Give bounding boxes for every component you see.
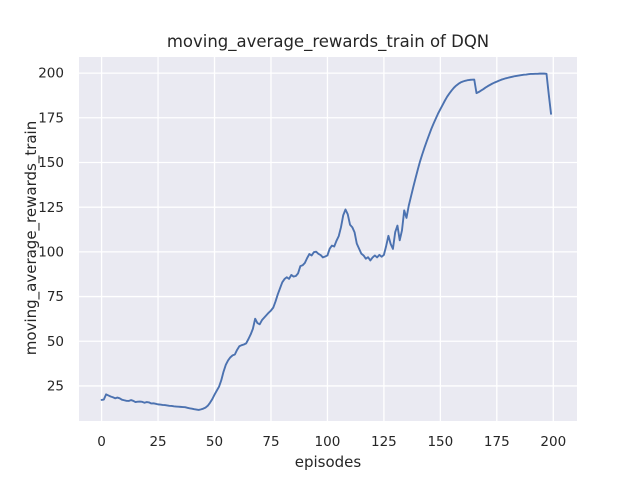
y-tick-label: 200 [38,66,64,82]
x-tick-label: 150 [427,434,453,450]
y-axis-label: moving_average_rewards_train [22,121,41,355]
x-tick-label: 125 [371,434,397,450]
y-tick-label: 100 [38,244,64,260]
x-tick-label: 50 [206,434,223,450]
x-tick-label: 25 [149,434,166,450]
y-tick-label: 150 [38,155,64,171]
y-tick-label: 75 [47,289,64,305]
y-tick-label: 175 [38,110,64,126]
x-tick-label: 0 [97,434,106,450]
x-axis-label: episodes [295,453,362,471]
chart-title: moving_average_rewards_train of DQN [167,32,489,52]
y-tick-label: 125 [38,200,64,216]
x-tick-label: 100 [315,434,341,450]
x-tick-label: 175 [484,434,510,450]
y-tick-label: 25 [47,379,64,395]
plot-area: 0 25 50 75 100 125 150 175 200 25 50 75 100 125 150 175… [38,57,577,450]
data-line [100,72,552,411]
x-tick-label: 200 [540,434,566,450]
x-tick-label: 75 [262,434,279,450]
y-tick-label: 50 [47,334,64,350]
